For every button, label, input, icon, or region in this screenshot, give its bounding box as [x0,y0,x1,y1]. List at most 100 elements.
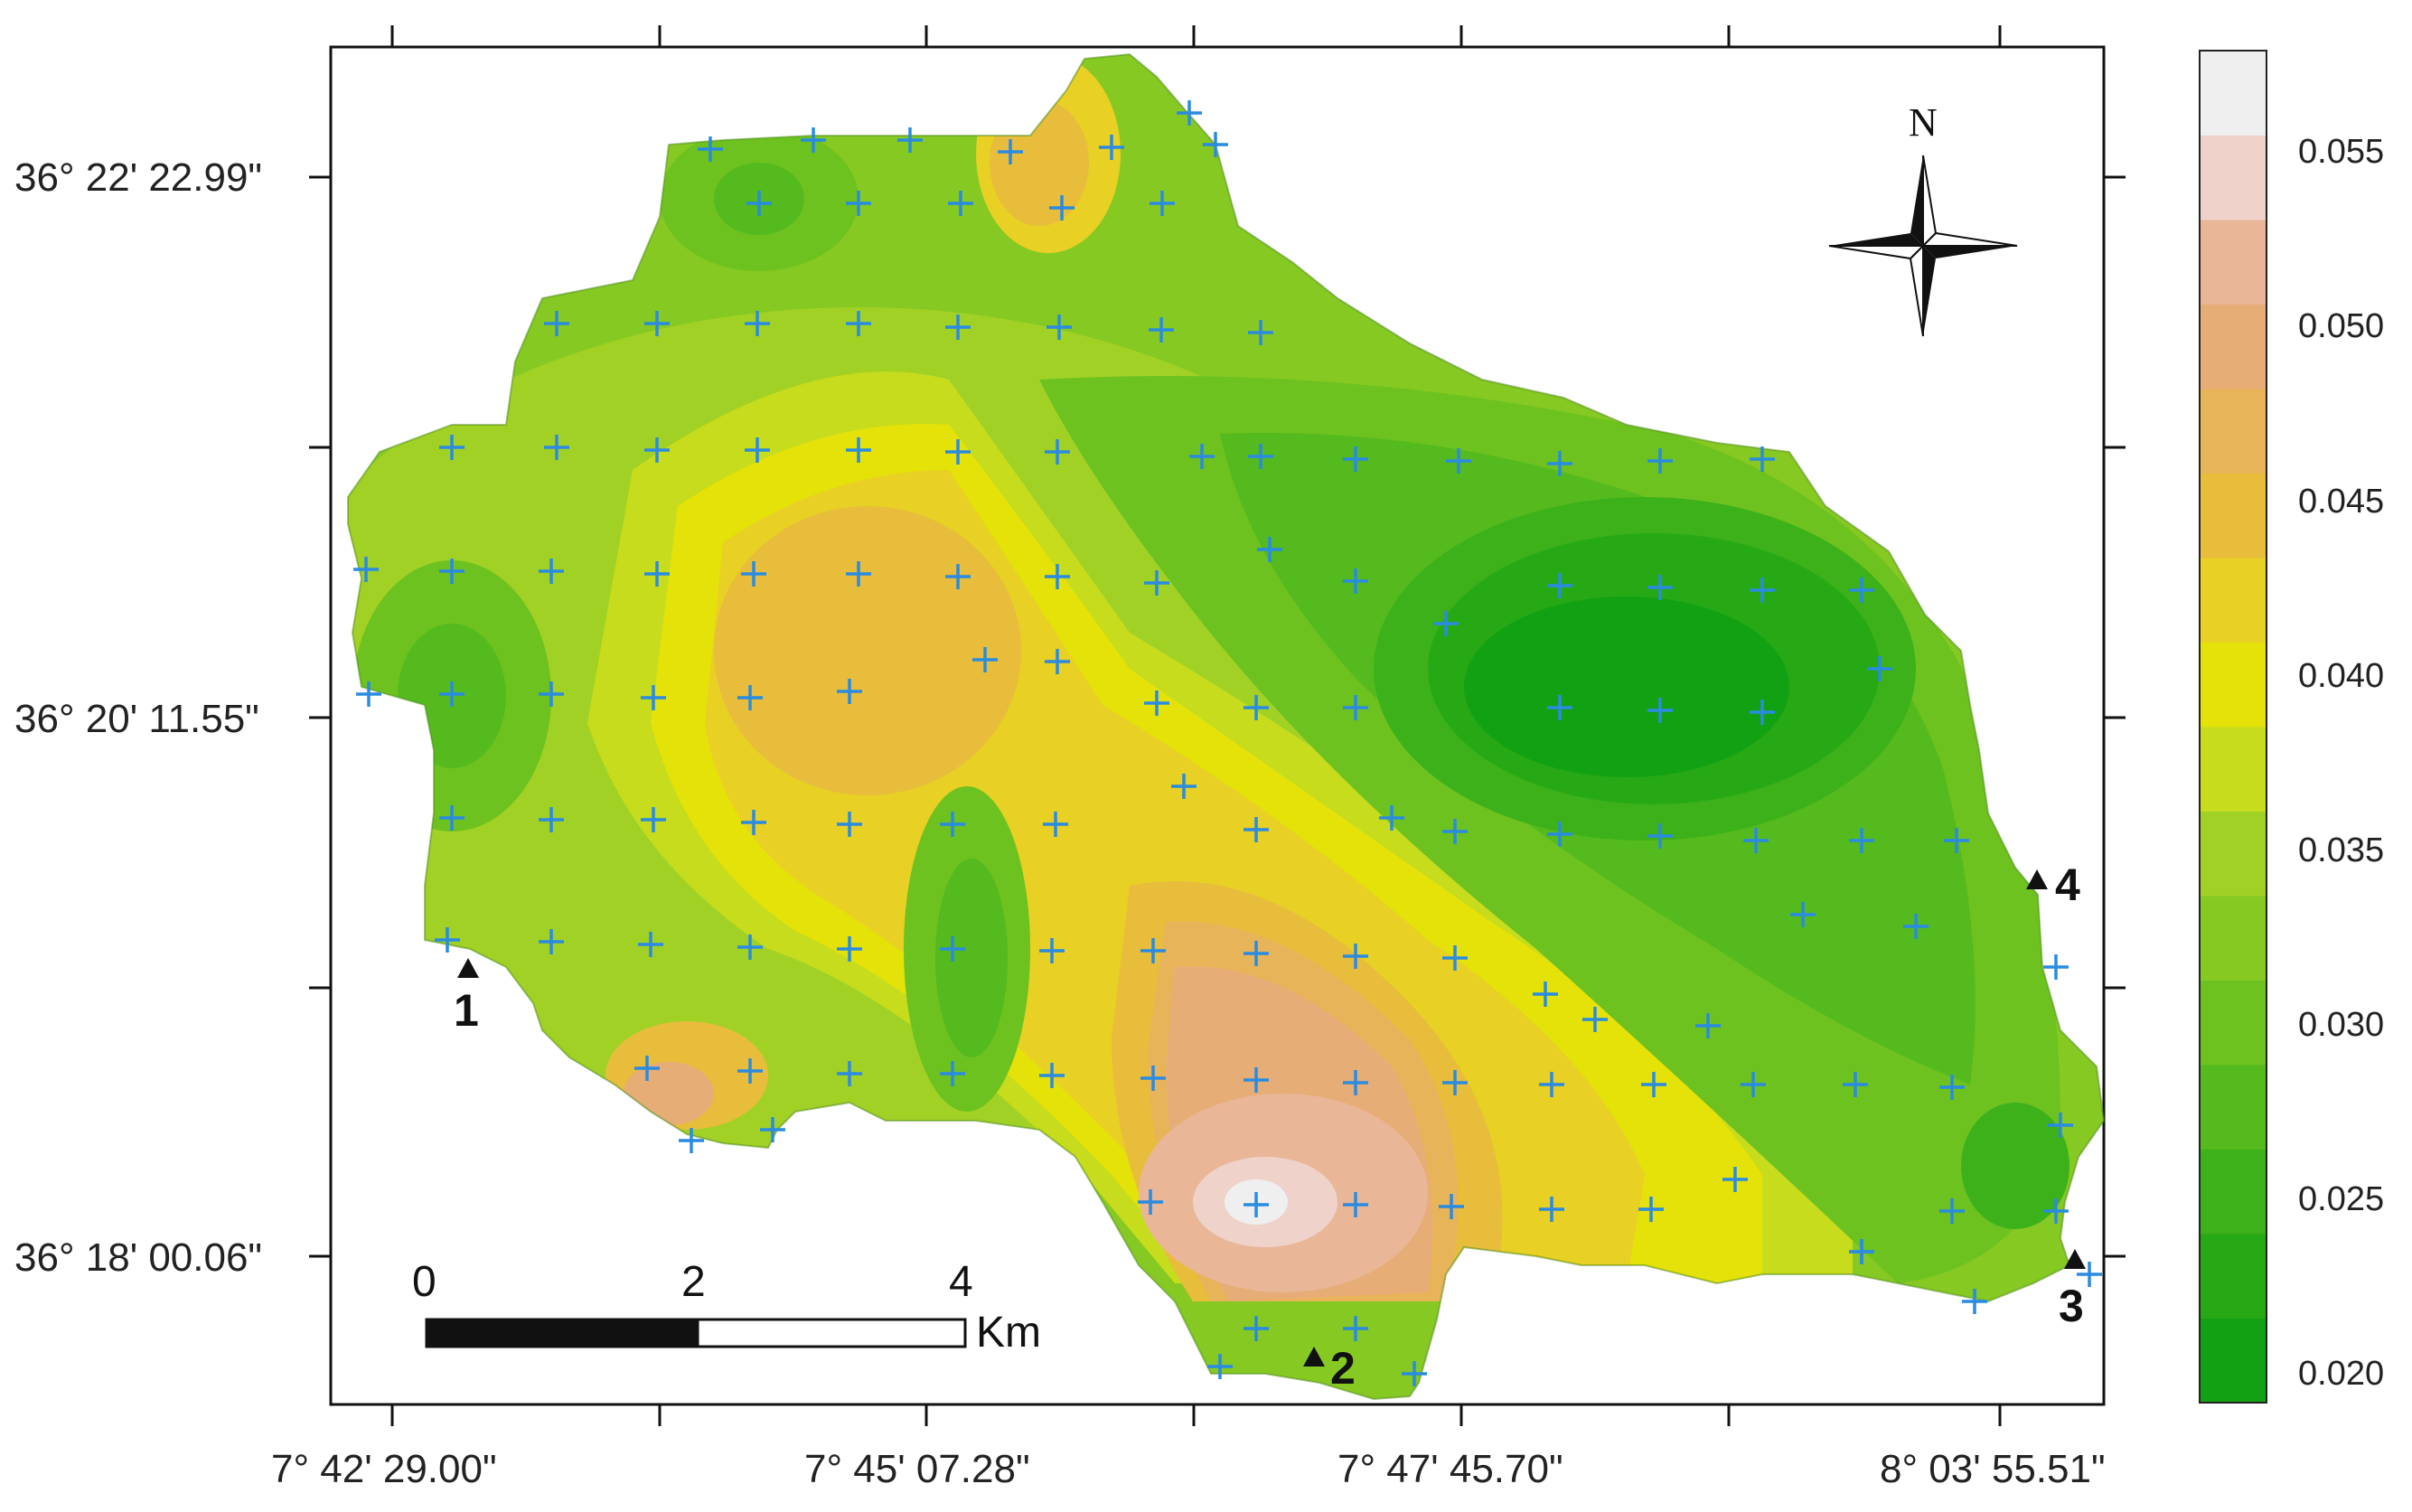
sample-point-cross-icon [1843,1072,1868,1097]
sample-point-cross-icon [1547,451,1572,476]
sample-point-cross-icon [837,1061,862,1086]
legend-swatch [2200,1234,2267,1319]
station-label: 3 [2059,1281,2084,1331]
sample-point-cross-icon [737,934,763,960]
legend-swatch [2200,811,2267,897]
sample-point-cross-icon [1849,1239,1874,1264]
legend-swatch [2200,135,2267,221]
sample-point-cross-icon [1045,649,1070,674]
sample-point-cross-icon [846,561,871,587]
sample-point-cross-icon [1045,564,1070,589]
sample-point-cross-icon [940,936,965,962]
sample-point-cross-icon [1343,1316,1368,1341]
sample-point-cross-icon [737,685,763,710]
sample-point-cross-icon [1790,902,1816,927]
legend-swatch [2200,220,2267,305]
station-4: 4 [2026,859,2080,910]
sample-point-cross-icon [1140,938,1166,963]
sample-point-cross-icon [1343,695,1368,720]
sample-point-cross-icon [1638,1197,1664,1222]
legend-frame [2199,50,2267,1404]
latitude-label: 36° 22' 22.99" [14,155,262,200]
sample-point-cross-icon [1343,568,1368,594]
sample-point-cross-icon [1533,981,1558,1007]
sample-point-cross-icon [846,311,871,336]
sample-point-cross-icon [1539,1072,1564,1097]
sample-point-cross-icon [439,435,465,460]
sample-point-cross-icon [644,561,670,587]
station-triangle-icon [2064,1249,2086,1269]
sample-point-cross-icon [1244,695,1269,720]
sample-point-cross-icon [1750,578,1775,603]
sample-point-cross-icon [1343,1192,1368,1217]
latitude-label: 36° 18' 00.06" [14,1235,262,1280]
sample-point-cross-icon [1939,1198,1965,1224]
sample-point-cross-icon [801,127,826,153]
sample-point-cross-icon [679,1128,704,1153]
sample-point-cross-icon [1203,132,1228,157]
sample-point-cross-icon [698,136,723,162]
sample-point-cross-icon [1647,698,1673,723]
scale-unit-label: Km [976,1309,1041,1357]
sample-point-cross-icon [539,559,564,584]
sample-point-cross-icon [1039,938,1065,963]
sample-point-cross-icon [846,191,871,216]
sample-point-cross-icon [1046,315,1072,340]
sample-point-cross-icon [356,681,381,707]
legend-label: 0.035 [2298,831,2384,869]
sample-point-cross-icon [1903,914,1929,939]
sample-point-cross-icon [1150,191,1175,216]
sample-point-cross-icon [2043,1198,2069,1224]
sample-point-cross-icon [1039,1063,1065,1088]
sample-point-cross-icon [641,807,666,832]
sample-point-cross-icon [1244,941,1269,966]
sample-point-cross-icon [1547,822,1572,847]
sample-point-cross-icon [1433,611,1459,636]
legend-labels: 0.055 0.050 0.045 0.040 0.035 0.030 0.02… [2298,133,2384,1393]
legend-swatch [2200,727,2267,812]
sample-point-cross-icon [2043,954,2069,980]
legend-swatch [2200,1065,2267,1150]
sample-point-cross-icon [2077,1262,2102,1287]
longitude-label: 7° 45' 07.28" [804,1447,1030,1491]
longitude-label: 8° 03' 55.51" [1880,1447,2106,1491]
sample-point-cross-icon [2048,1113,2073,1138]
sample-point-cross-icon [1750,700,1775,725]
sample-point-cross-icon [539,929,564,954]
sample-point-cross-icon [544,311,569,336]
longitude-label: 7° 42' 29.00" [271,1447,497,1491]
sample-point-cross-icon [1049,195,1075,221]
sample-point-cross-icon [1439,1194,1464,1219]
sample-point-cross-icon [1722,1167,1748,1192]
station-label: 1 [454,985,479,1036]
sample-point-cross-icon [1171,774,1197,799]
sample-point-cross-icon [539,807,564,832]
sample-point-cross-icon [1244,1316,1269,1341]
sample-point-cross-icon [1647,575,1673,600]
sample-point-cross-icon [1248,320,1273,345]
north-label: N [1909,100,1938,145]
sample-point-cross-icon [1849,578,1874,603]
sample-point-cross-icon [1379,805,1404,831]
legend-label: 0.050 [2298,307,2384,345]
sample-point-cross-icon [539,681,564,707]
sample-point-cross-icon [439,559,465,584]
sample-points [353,100,2102,1386]
scale-tick-label: 0 [412,1258,436,1306]
sample-point-cross-icon [741,810,766,835]
station-triangle-icon [1303,1347,1325,1366]
sample-point-cross-icon [1442,1070,1468,1095]
sample-point-cross-icon [1343,944,1368,969]
sample-point-cross-icon [1343,1070,1368,1095]
sample-point-cross-icon [1641,1072,1666,1097]
sample-point-cross-icon [837,812,862,837]
sample-point-cross-icon [353,557,379,582]
sample-point-cross-icon [1647,448,1673,474]
station-1: 1 [454,958,479,1036]
sample-point-cross-icon [1244,817,1269,842]
sample-point-cross-icon [1743,828,1769,853]
sample-point-cross-icon [1695,1013,1721,1038]
sample-point-cross-icon [641,685,666,710]
legend-label: 0.055 [2298,133,2384,171]
